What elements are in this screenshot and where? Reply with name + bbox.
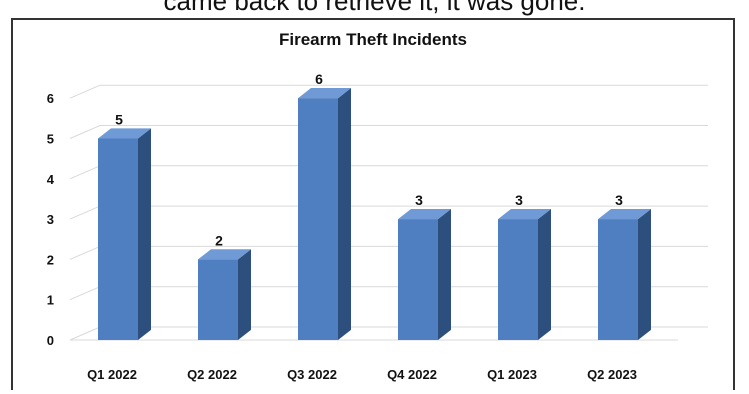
bar-top-face	[398, 208, 451, 220]
top-caption-text: came back to retrieve it, it was gone.	[163, 0, 586, 16]
bar-top-face	[198, 249, 251, 260]
bar-side-face	[338, 88, 351, 340]
bar-side-face	[438, 208, 451, 340]
y-tick-label: 0	[47, 333, 54, 348]
grid-diagonal	[69, 245, 101, 260]
grid-diagonal	[69, 84, 101, 99]
x-tick-label: Q1 2023	[487, 367, 537, 382]
bar-side-face	[638, 208, 651, 340]
bar	[98, 138, 138, 340]
grid-diagonal	[69, 286, 101, 301]
bar-side-face	[138, 128, 151, 340]
y-tick-label: 4	[47, 172, 55, 187]
data-label: 5	[115, 112, 123, 128]
bar	[398, 219, 438, 340]
y-tick-label: 3	[47, 212, 54, 227]
bar-top-face	[298, 88, 351, 99]
chart-title: Firearm Theft Incidents	[279, 30, 467, 49]
data-label: 3	[615, 192, 623, 208]
x-tick-label: Q2 2023	[587, 367, 637, 382]
bar-top-face	[98, 128, 151, 139]
grid-diagonal	[69, 326, 101, 341]
bar	[198, 259, 238, 340]
data-label: 2	[215, 232, 223, 248]
bar-top-face	[598, 208, 651, 220]
x-tick-label: Q3 2022	[287, 367, 337, 382]
x-tick-label: Q1 2022	[87, 367, 137, 382]
y-tick-label: 6	[47, 91, 54, 106]
bar-side-face	[538, 208, 551, 340]
grid-diagonal	[69, 125, 101, 139]
y-tick-label: 5	[47, 132, 54, 147]
data-label: 6	[315, 71, 323, 87]
y-tick-label: 1	[47, 293, 54, 308]
bar-top-face	[498, 208, 551, 220]
grid-diagonal	[69, 205, 101, 220]
data-label: 3	[515, 192, 523, 208]
grid-diagonal	[69, 165, 101, 180]
y-tick-label: 2	[47, 252, 54, 267]
bar	[498, 219, 538, 340]
x-tick-label: Q4 2022	[387, 367, 437, 382]
bar-side-face	[238, 249, 251, 340]
bar	[598, 219, 638, 340]
x-tick-label: Q2 2022	[187, 367, 237, 382]
data-label: 3	[415, 192, 423, 208]
bar	[298, 98, 338, 340]
